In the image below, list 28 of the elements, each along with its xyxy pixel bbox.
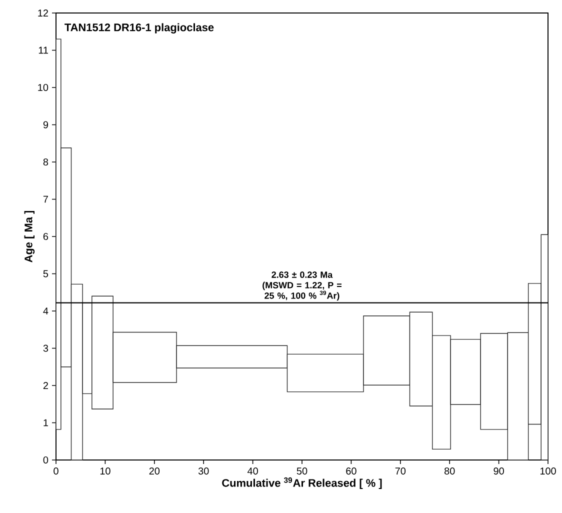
y-tick-label: 7 <box>43 196 48 203</box>
y-tick-label: 4 <box>43 308 48 314</box>
x-tick-label: 20 <box>149 468 160 475</box>
y-tick-label: 1 <box>44 419 48 426</box>
x-tick-label: 50 <box>296 468 308 475</box>
x-tick-label: 90 <box>494 468 504 475</box>
y-tick-label: 3 <box>43 344 48 352</box>
y-tick-label: 11 <box>38 46 48 54</box>
y-tick-label: 12 <box>38 10 48 16</box>
x-tick-label: 0 <box>54 468 58 475</box>
y-tick-label: 10 <box>38 84 48 92</box>
annotation: 2.63 ± 0.23 Ma (MSWD = 1.22, P = 25 %, 100 % $^{39}$Ar) <box>262 272 342 301</box>
x-tick-label: 40 <box>247 468 258 475</box>
text: TAN1512 DR16-1 plagioclase <box>64 23 214 34</box>
y-tick-label: 9 <box>43 121 48 128</box>
y-tick-label: 8 <box>43 158 48 166</box>
x-tick-label: 80 <box>444 468 455 475</box>
x-tick-label: 100 <box>540 468 556 475</box>
x-tick-label: 60 <box>346 468 356 475</box>
y-tick-label: 0 <box>43 456 48 464</box>
x-tick-label: 70 <box>395 468 406 475</box>
y-tick-label: 6 <box>43 232 48 240</box>
x-axis-title: Cumulative $^{39}$Ar Released [ % ] <box>222 477 382 489</box>
x-tick-label: 10 <box>100 468 110 475</box>
y-axis-title: Age [ Ma ] <box>24 210 35 262</box>
y-tick-label: 5 <box>43 270 48 278</box>
y-tick-label: 2 <box>43 382 48 389</box>
x-tick-label: 30 <box>198 468 209 475</box>
